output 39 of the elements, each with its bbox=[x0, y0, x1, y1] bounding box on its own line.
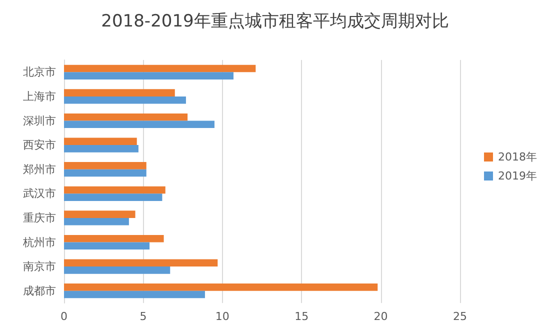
bar bbox=[64, 162, 146, 170]
legend-label: 2018年 bbox=[498, 150, 538, 164]
bar bbox=[64, 266, 170, 274]
bar bbox=[64, 96, 186, 104]
x-tick-label: 25 bbox=[453, 310, 467, 323]
x-tick-label: 20 bbox=[374, 310, 388, 323]
y-tick-label: 成都市 bbox=[23, 284, 56, 298]
bar bbox=[64, 113, 188, 121]
bar bbox=[64, 284, 378, 291]
y-tick-label: 重庆市 bbox=[23, 211, 56, 224]
bar bbox=[64, 210, 136, 218]
bar bbox=[64, 259, 218, 267]
x-tick-label: 15 bbox=[294, 310, 309, 323]
bar bbox=[64, 89, 175, 96]
bar bbox=[64, 186, 166, 194]
y-tick-label: 郑州市 bbox=[23, 162, 56, 176]
y-tick-label: 西安市 bbox=[23, 138, 56, 152]
bar bbox=[64, 145, 138, 152]
chart-title: 2018-2019年重点城市租客平均成交周期对比 bbox=[101, 12, 449, 32]
y-tick-label: 杭州市 bbox=[22, 236, 56, 249]
bar bbox=[64, 194, 162, 201]
y-tick-label: 武汉市 bbox=[23, 187, 56, 200]
bar bbox=[64, 290, 205, 298]
bar bbox=[64, 218, 129, 226]
bar bbox=[64, 64, 256, 72]
bar bbox=[64, 120, 214, 128]
y-tick-label: 上海市 bbox=[23, 90, 56, 103]
bar bbox=[64, 72, 234, 80]
x-tick-label: 10 bbox=[215, 310, 230, 323]
x-tick-label: 0 bbox=[60, 310, 68, 323]
y-tick-label: 北京市 bbox=[23, 66, 56, 79]
bar bbox=[64, 242, 150, 250]
bar bbox=[64, 234, 164, 242]
bar bbox=[64, 169, 146, 177]
y-tick-label: 深圳市 bbox=[23, 114, 56, 128]
legend-label: 2019年 bbox=[498, 170, 538, 182]
bar bbox=[64, 138, 137, 146]
x-tick-label: 5 bbox=[140, 310, 147, 323]
y-tick-label: 南京市 bbox=[23, 260, 56, 274]
